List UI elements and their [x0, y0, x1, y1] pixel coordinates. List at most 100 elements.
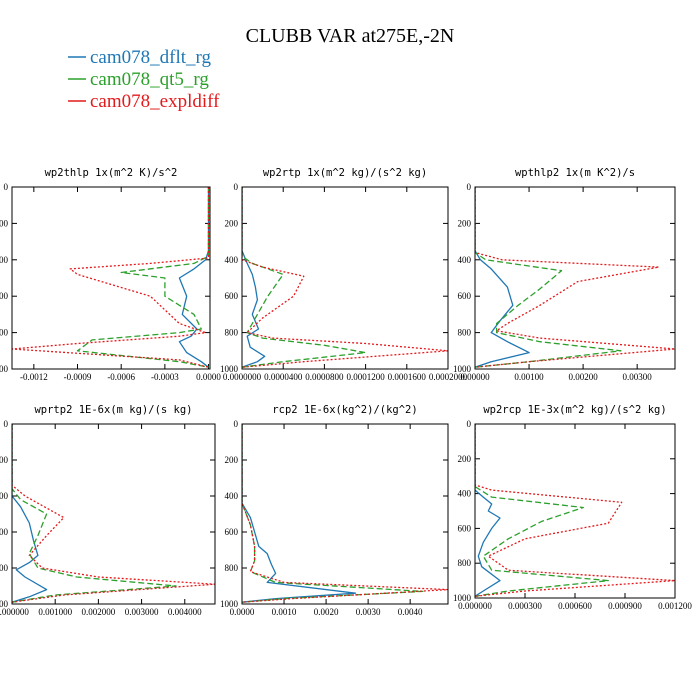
x-tick-label: 0.002000: [82, 607, 116, 617]
panel-2: wpthlp2 1x(m K^2)/s020040060080010000.00…: [453, 167, 676, 382]
y-tick-label: 0: [467, 182, 472, 192]
panel-data: [242, 187, 448, 368]
panel-frame: [241, 423, 449, 605]
y-tick-label: 1000: [0, 599, 9, 609]
y-tick-label: 0: [4, 419, 9, 429]
series-line-cam078_qt5_rg: [242, 424, 424, 603]
x-tick-label: 0.0030: [356, 607, 381, 617]
y-tick-label: 400: [0, 491, 9, 501]
panel-1: wp2rtp 1x(m^2 kg)/(s^2 kg) 0 200 400 600 800 1…: [220, 167, 468, 382]
x-tick-label: 0.0001600: [388, 372, 427, 382]
x-tick-label: 0.003000: [125, 607, 159, 617]
series-line-cam078_expldiff: [475, 187, 675, 368]
x-tick-label: -0.0012: [20, 372, 48, 382]
series-line-cam078_qt5_rg: [475, 424, 609, 597]
x-tick-label: 0.00300: [623, 372, 653, 382]
panel-0: wp2thlp 1x(m^2 K)/s^2 0 200 400 600 800 1000 -0…: [0, 167, 221, 382]
y-tick-label: 1000: [220, 599, 239, 609]
panel-title: wpthlp2 1x(m K^2)/s: [515, 167, 635, 179]
panel-5: wp2rcp 1E-3x(m^2 kg)/(s^2 kg) 0 200 400 600 8…: [453, 404, 692, 611]
panel-3: wprtp2 1E-6x(m kg)/(s kg) 0 200 400 600 800 10…: [0, 404, 216, 617]
y-tick-label: 600: [225, 291, 239, 301]
series-line-cam078_expldiff: [242, 424, 448, 603]
y-tick-label: 200: [225, 455, 239, 465]
x-tick-label: -0.0009: [64, 372, 92, 382]
x-tick-label: 0.0010: [272, 607, 297, 617]
y-tick-label: 400: [225, 255, 239, 265]
y-tick-label: 800: [225, 563, 239, 573]
y-tick-label: 400: [225, 491, 239, 501]
x-tick-label: 0.0001200: [346, 372, 385, 382]
panel-title: wp2rtp 1x(m^2 kg)/(s^2 kg): [263, 167, 427, 179]
y-tick-label: 400: [458, 489, 472, 499]
y-tick-label: 400: [0, 255, 9, 265]
series-line-cam078_dflt_rg: [242, 424, 357, 603]
panel-data: [242, 424, 448, 603]
y-tick-label: 200: [458, 454, 472, 464]
legend-label-2: cam078_expldiff: [90, 91, 220, 112]
x-tick-label: 0.00200: [568, 372, 598, 382]
y-tick-label: 200: [0, 455, 9, 465]
x-tick-label: 0.0040: [398, 607, 423, 617]
y-tick-label: 1000: [220, 364, 239, 374]
series-line-cam078_dflt_rg: [242, 187, 266, 368]
figure-title: CLUBB VAR at275E,-2N: [246, 25, 455, 47]
panel-frame: [474, 186, 676, 370]
series-line-cam078_qt5_rg: [12, 424, 177, 603]
y-tick-label: 600: [0, 291, 9, 301]
x-tick-label: 0.0000: [230, 607, 255, 617]
series-line-cam078_qt5_rg: [242, 187, 367, 368]
x-tick-label: 0.000600: [558, 601, 592, 611]
y-tick-label: 600: [225, 527, 239, 537]
x-tick-label: 0.001000: [38, 607, 72, 617]
x-tick-label: 0.0000400: [264, 372, 303, 382]
y-tick-label: 0: [4, 182, 9, 192]
legend: cam078_dflt_rg cam078_qt5_rg cam078_expl…: [68, 47, 220, 112]
x-tick-label: 0.000000: [0, 607, 29, 617]
x-tick-label: 0.0020: [314, 607, 339, 617]
panels: wp2thlp 1x(m^2 K)/s^2 0 200 400 600 800 1000 -0…: [0, 167, 692, 617]
x-tick-label: 0.004000: [168, 607, 202, 617]
panel-title: wp2rcp 1E-3x(m^2 kg)/(s^2 kg): [483, 404, 666, 416]
legend-label-1: cam078_qt5_rg: [90, 69, 209, 90]
panel-frame: [11, 423, 216, 605]
panel-frame: [241, 186, 449, 370]
y-tick-label: 600: [0, 527, 9, 537]
y-tick-label: 1000: [0, 364, 9, 374]
y-tick-label: 800: [458, 558, 472, 568]
panel-data: [12, 187, 210, 368]
y-tick-label: 200: [0, 218, 9, 228]
x-tick-label: 0.0000000: [223, 372, 262, 382]
panel-title: rcp2 1E-6x(kg^2)/(kg^2): [272, 404, 417, 416]
legend-label-0: cam078_dflt_rg: [90, 47, 212, 68]
y-tick-label: 800: [458, 328, 472, 338]
panel-data: [12, 424, 215, 603]
x-tick-label: 0.000900: [608, 601, 642, 611]
panel-title: wprtp2 1E-6x(m kg)/(s kg): [34, 404, 192, 416]
x-tick-label: 0.000300: [508, 601, 542, 611]
y-tick-label: 0: [234, 182, 239, 192]
y-tick-label: 600: [458, 291, 472, 301]
y-tick-label: 400: [458, 255, 472, 265]
series-line-cam078_expldiff: [12, 187, 210, 368]
y-tick-label: 800: [0, 328, 9, 338]
panel-title: wp2thlp 1x(m^2 K)/s^2: [45, 167, 178, 179]
series-line-cam078_qt5_rg: [76, 187, 210, 368]
series-line-cam078_expldiff: [12, 424, 215, 603]
x-tick-label: 0.0000: [196, 372, 221, 382]
y-tick-label: 200: [458, 218, 472, 228]
panel-frame: [474, 423, 676, 599]
series-line-cam078_dflt_rg: [178, 187, 210, 368]
series-line-cam078_dflt_rg: [475, 424, 501, 597]
y-tick-label: 0: [467, 419, 472, 429]
y-tick-label: 800: [225, 328, 239, 338]
x-tick-label: 0.0000800: [305, 372, 344, 382]
x-tick-label: 0.00000: [460, 372, 490, 382]
panel-frame: [11, 186, 211, 370]
y-tick-label: 0: [234, 419, 239, 429]
y-tick-label: 1000: [453, 364, 472, 374]
x-tick-label: 0.00100: [514, 372, 544, 382]
series-line-cam078_expldiff: [242, 187, 448, 368]
series-line-cam078_dflt_rg: [475, 187, 530, 368]
